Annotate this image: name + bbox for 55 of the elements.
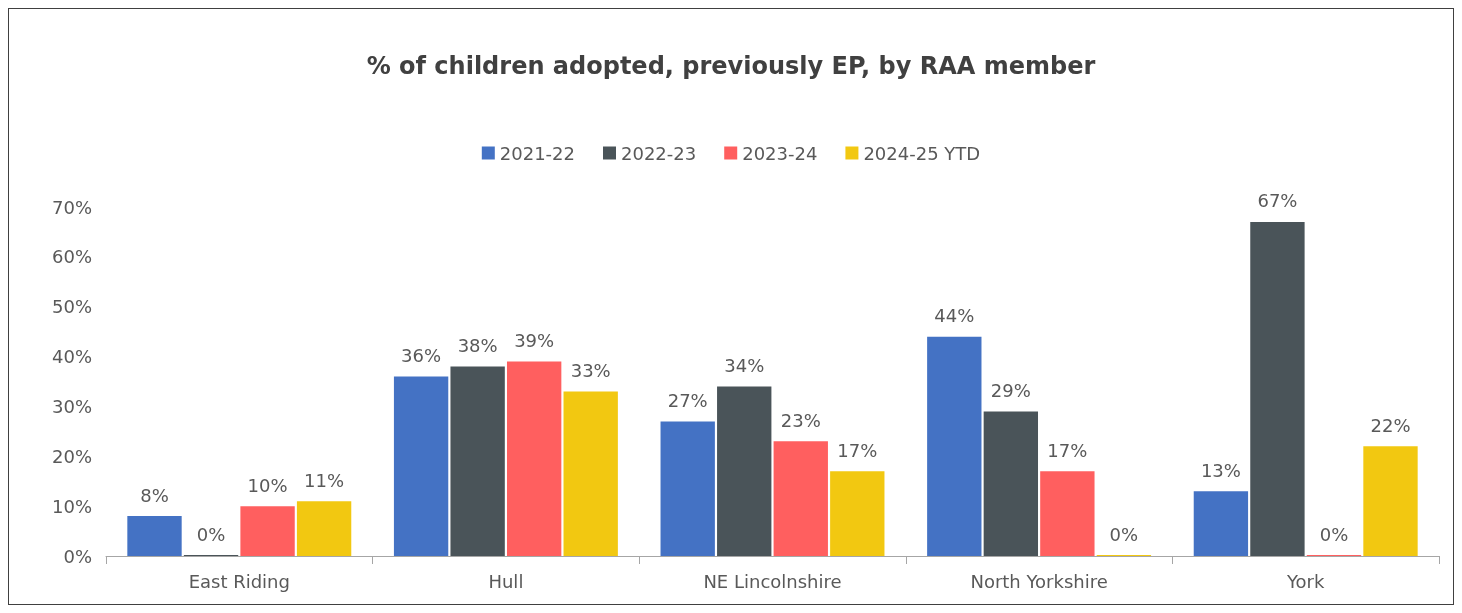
data-label: 13%: [1200, 459, 1241, 481]
legend-label: 2022-23: [621, 142, 697, 164]
data-label: 29%: [990, 379, 1031, 401]
bar: [773, 441, 828, 556]
bar: [127, 516, 182, 556]
bar: [393, 376, 449, 556]
x-tick-label: North Yorkshire: [970, 570, 1108, 592]
data-label: 39%: [514, 330, 555, 352]
data-label: 38%: [457, 335, 498, 357]
data-label: 17%: [1047, 439, 1088, 461]
data-label: 33%: [570, 359, 611, 381]
bar: [563, 391, 618, 556]
bar: [1363, 446, 1418, 556]
data-label: 11%: [304, 469, 345, 491]
bar: [240, 506, 295, 556]
data-label: 0%: [1319, 523, 1349, 545]
bar: [296, 501, 352, 556]
bar: [1040, 471, 1095, 556]
y-tick-label: 70%: [51, 196, 92, 218]
bar: [450, 366, 505, 556]
data-label: 0%: [196, 523, 226, 545]
data-label: 22%: [1370, 414, 1411, 436]
y-tick-label: 30%: [51, 395, 92, 417]
bar: [983, 411, 1039, 556]
data-label: 0%: [1109, 523, 1139, 545]
bar: [927, 336, 982, 556]
x-tick-label: Hull: [488, 570, 524, 592]
bar: [1193, 491, 1249, 556]
data-label: 8%: [140, 484, 169, 506]
x-tick-label: East Riding: [188, 570, 290, 592]
bar: [660, 421, 715, 556]
bar: [1250, 221, 1305, 556]
x-tick-label: York: [1285, 570, 1325, 592]
legend-label: 2023-24: [742, 142, 818, 164]
legend-label: 2021-22: [499, 142, 576, 164]
data-label: 23%: [780, 409, 821, 431]
y-tick-label: 0%: [63, 545, 92, 567]
bar: [717, 386, 772, 556]
y-tick-label: 40%: [51, 346, 92, 368]
legend-label: 2024-25 YTD: [863, 142, 981, 164]
x-tick-label: NE Lincolnshire: [703, 570, 842, 592]
data-label: 10%: [247, 474, 288, 496]
y-tick-label: 20%: [51, 445, 92, 467]
y-tick-label: 60%: [51, 246, 92, 268]
data-label: 67%: [1257, 190, 1298, 212]
data-label: 34%: [724, 354, 765, 376]
y-tick-label: 10%: [51, 495, 92, 517]
bar: [830, 471, 885, 556]
data-label: 36%: [401, 345, 442, 367]
y-tick-label: 50%: [51, 296, 92, 318]
chart-title: % of children adopted, previously EP, by RAA member: [366, 52, 1096, 80]
bar: [506, 361, 562, 556]
data-label: 44%: [934, 305, 975, 327]
data-label: 27%: [667, 389, 708, 411]
data-label: 17%: [837, 439, 878, 461]
